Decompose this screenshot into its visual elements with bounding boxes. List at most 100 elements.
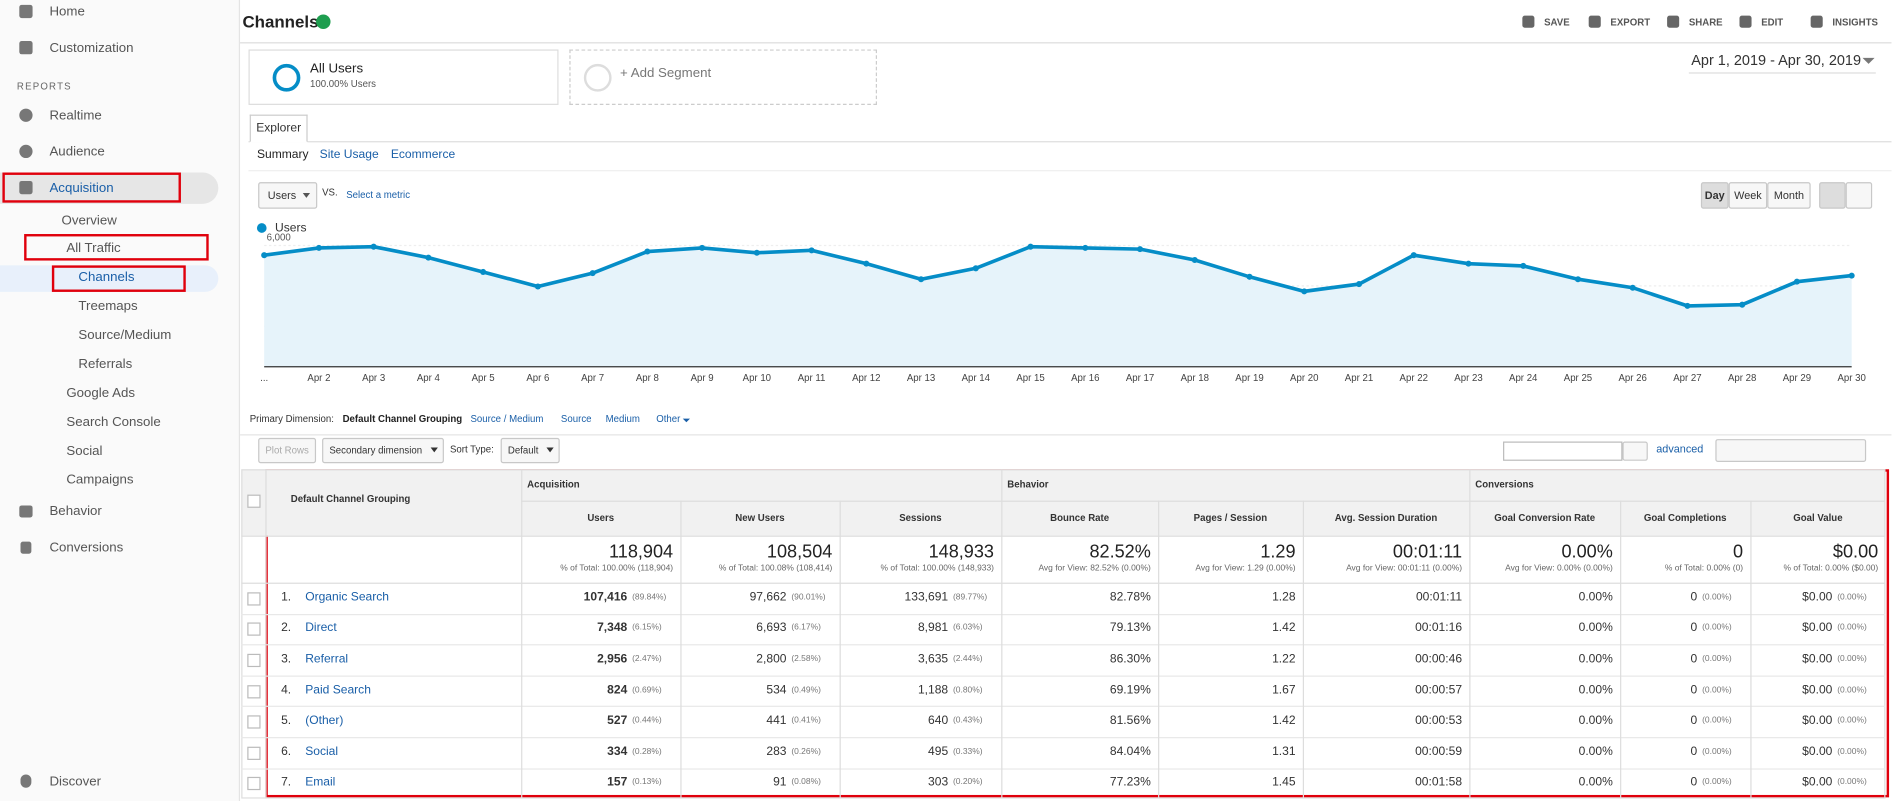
nav-item[interactable]: Customization xyxy=(49,41,134,56)
total-note: % of Total: 100.08% (108,414) xyxy=(718,564,833,573)
cell-value: 1.42 xyxy=(1272,621,1296,635)
dropdown-arrow xyxy=(1862,57,1875,70)
point xyxy=(480,268,487,275)
column-header[interactable]: Users xyxy=(587,512,615,524)
column-header[interactable]: Avg. Session Duration xyxy=(1334,512,1438,524)
advanced-link[interactable]: advanced xyxy=(1656,442,1704,455)
segment-card[interactable] xyxy=(248,49,559,105)
subtab[interactable]: Ecommerce xyxy=(390,148,456,162)
channel-link[interactable]: (Other) xyxy=(305,714,344,728)
x-tick-label: Apr 19 xyxy=(1235,373,1263,384)
channel-link[interactable]: Direct xyxy=(305,621,337,635)
nav-item[interactable]: All Traffic xyxy=(66,241,121,256)
nav-item[interactable]: Campaigns xyxy=(66,472,134,488)
cell-value: 7,348 xyxy=(597,621,628,635)
header-action[interactable]: EXPORT xyxy=(1610,16,1651,28)
point xyxy=(1848,272,1855,279)
channel-link[interactable]: Organic Search xyxy=(305,590,390,605)
view-toggles[interactable] xyxy=(1715,439,1867,463)
point xyxy=(1684,302,1691,309)
column-header[interactable]: Goal Conversion Rate xyxy=(1494,512,1596,524)
column-header[interactable]: Pages / Session xyxy=(1193,512,1268,524)
column-header[interactable]: Bounce Rate xyxy=(1050,512,1110,524)
checkbox[interactable] xyxy=(247,653,261,668)
plot-rows-button[interactable]: Plot Rows xyxy=(258,437,317,464)
search-input[interactable] xyxy=(1503,441,1623,461)
nav-item[interactable]: Social xyxy=(66,443,103,459)
cell-value: 1.67 xyxy=(1272,683,1296,697)
cell-share: (0.41%) xyxy=(791,716,821,726)
legend-label: Users xyxy=(275,221,307,236)
period-button[interactable]: Week xyxy=(1728,182,1768,209)
select-metric[interactable]: Select a metric xyxy=(346,189,411,201)
nav-item[interactable]: Google Ads xyxy=(66,386,135,401)
dimension-option[interactable]: Source xyxy=(560,413,592,425)
checkbox[interactable] xyxy=(247,494,261,508)
motion-chart-button[interactable] xyxy=(1845,182,1873,209)
nav-item[interactable]: Behavior xyxy=(49,504,102,519)
nav-item[interactable]: Referrals xyxy=(78,357,133,372)
channel-link[interactable]: Paid Search xyxy=(305,683,371,697)
cell-value: 283 xyxy=(766,745,787,759)
nav-item[interactable]: Home xyxy=(49,4,85,20)
secondary-dimension[interactable]: Secondary dimension xyxy=(322,437,444,464)
segment-circle xyxy=(272,63,301,92)
line-chart-button[interactable] xyxy=(1819,182,1846,209)
period-button[interactable]: Month xyxy=(1767,182,1811,209)
cell-value: 334 xyxy=(607,745,628,759)
column-header[interactable]: Goal Completions xyxy=(1643,512,1727,524)
cell-share: (2.47%) xyxy=(632,655,662,664)
nav-item[interactable]: Realtime xyxy=(49,108,102,124)
column-header[interactable]: Goal Value xyxy=(1793,512,1843,524)
add-segment-card[interactable] xyxy=(569,49,877,105)
cell-value: 81.56% xyxy=(1109,714,1151,728)
nav-item[interactable]: Search Console xyxy=(66,414,161,430)
subtab[interactable]: Site Usage xyxy=(319,148,379,162)
cell-share: (6.15%) xyxy=(632,624,662,633)
checkbox[interactable] xyxy=(247,684,261,698)
tab[interactable]: Explorer xyxy=(249,114,308,143)
period-button[interactable]: Day xyxy=(1700,182,1729,209)
nav-item[interactable]: Source/Medium xyxy=(78,328,172,343)
header-action[interactable]: EDIT xyxy=(1761,16,1784,28)
cell-value: 2,800 xyxy=(756,652,787,666)
sidebar xyxy=(0,0,241,801)
nav-item[interactable]: Discover xyxy=(49,774,102,789)
header-action[interactable]: SHARE xyxy=(1688,16,1723,28)
checkbox[interactable] xyxy=(247,622,261,637)
add-segment[interactable]: + Add Segment xyxy=(620,66,712,81)
header-action[interactable]: INSIGHTS xyxy=(1832,16,1878,28)
metric-dropdown[interactable]: Users xyxy=(258,182,318,209)
nav-item[interactable]: Acquisition xyxy=(49,180,114,196)
dimension-option[interactable]: Other xyxy=(656,413,681,425)
header-action[interactable]: SAVE xyxy=(1544,16,1570,28)
row-index: 7. xyxy=(281,776,292,790)
row-line xyxy=(241,706,1886,708)
cell-value: 303 xyxy=(928,776,949,790)
column-header[interactable]: Sessions xyxy=(899,512,942,524)
dimension-option[interactable]: Source / Medium xyxy=(470,413,544,425)
channel-link[interactable]: Email xyxy=(305,776,336,790)
dimension-option[interactable]: Medium xyxy=(605,413,640,425)
nav-item[interactable]: Treemaps xyxy=(78,299,138,314)
nav-item[interactable]: Overview xyxy=(61,213,117,228)
channel-link[interactable]: Social xyxy=(305,745,339,759)
date-range[interactable]: Apr 1, 2019 - Apr 30, 2019 xyxy=(1691,51,1862,69)
checkbox[interactable] xyxy=(247,746,261,760)
cell-value: 0.00% xyxy=(1578,621,1613,635)
checkbox[interactable] xyxy=(247,777,261,791)
nav-item[interactable]: Channels xyxy=(78,270,135,285)
dimension-option[interactable]: Default Channel Grouping xyxy=(342,413,463,425)
subtab[interactable]: Summary xyxy=(256,148,309,162)
search-button[interactable] xyxy=(1622,441,1648,461)
checkbox[interactable] xyxy=(247,592,261,606)
point xyxy=(753,249,760,256)
nav-item[interactable]: Audience xyxy=(49,144,105,160)
cell-value: 79.13% xyxy=(1109,621,1151,635)
checkbox[interactable] xyxy=(247,715,261,729)
x-tick-label: Apr 29 xyxy=(1783,373,1811,384)
channel-link[interactable]: Referral xyxy=(305,652,349,666)
column-header[interactable]: New Users xyxy=(735,512,785,524)
nav-item[interactable]: Conversions xyxy=(49,540,124,555)
